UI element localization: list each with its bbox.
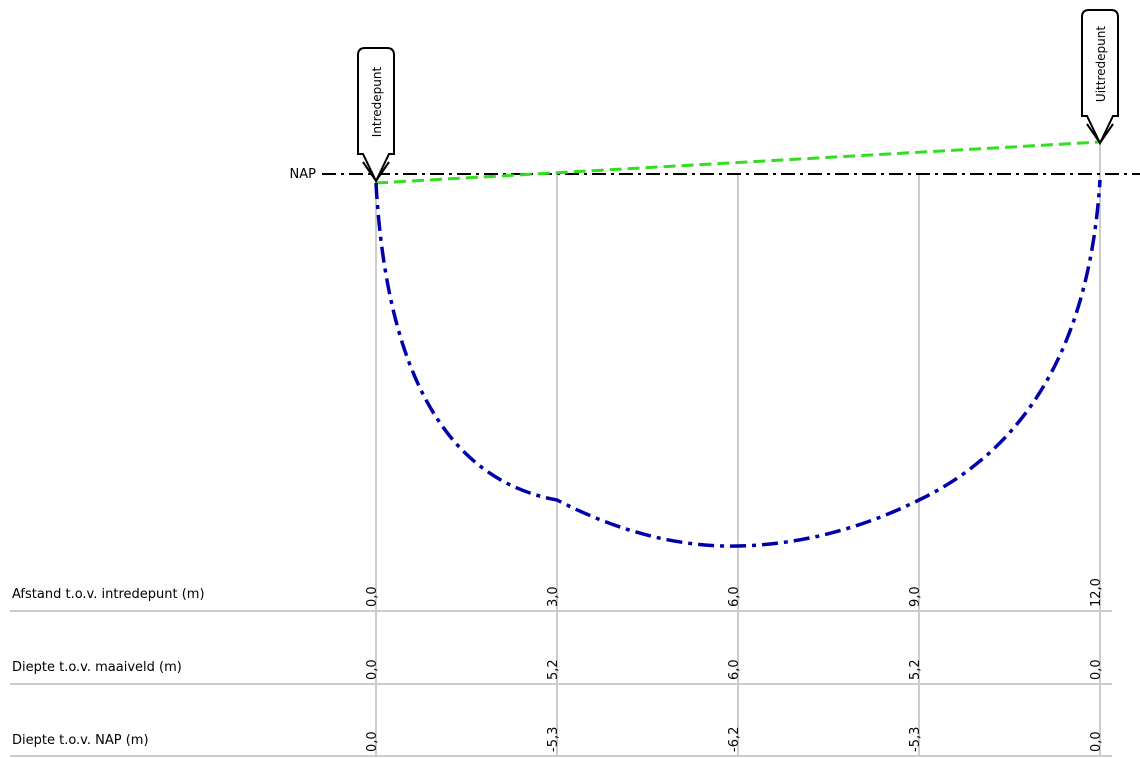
table-row-labels: Afstand t.o.v. intredepunt (m) Diepte t.… <box>12 587 205 748</box>
table-cell: 5,2 <box>546 659 561 680</box>
exit-marker-notch <box>1086 123 1114 145</box>
table-cell: 6,0 <box>727 659 742 680</box>
table-cell: -5,3 <box>546 727 561 752</box>
table-cell: 6,0 <box>727 586 742 607</box>
exit-marker-label: Uittredepunt <box>1094 26 1108 102</box>
table-cell: -5,3 <box>908 727 923 752</box>
table-separators <box>10 610 1112 757</box>
table-cell: 5,2 <box>908 659 923 680</box>
exit-marker-shape <box>1081 9 1119 146</box>
entry-marker-label: Intredepunt <box>370 66 384 137</box>
entry-marker-notch <box>362 161 390 183</box>
table-cell: 9,0 <box>908 586 923 607</box>
nap-label: NAP <box>290 167 317 182</box>
entry-marker: Intredepunt <box>357 47 395 184</box>
vertical-grid-lines <box>375 142 1101 757</box>
row-label-depth-surface: Diepte t.o.v. maaiveld (m) <box>12 660 182 675</box>
exit-marker: Uittredepunt <box>1081 9 1119 146</box>
entry-marker-shape <box>357 47 395 184</box>
table-cell: 0,0 <box>1089 659 1104 680</box>
table-cell: -6,2 <box>727 727 742 752</box>
row-label-distance: Afstand t.o.v. intredepunt (m) <box>12 587 205 602</box>
table-cell: 12,0 <box>1089 578 1104 607</box>
row-label-depth-nap: Diepte t.o.v. NAP (m) <box>12 733 149 748</box>
drill-path <box>374 179 1102 548</box>
table-cell: 3,0 <box>546 586 561 607</box>
table-cell: 0,0 <box>365 659 380 680</box>
surface-line <box>375 140 1101 185</box>
table-cell: 0,0 <box>1089 731 1104 752</box>
table-cell: 0,0 <box>365 731 380 752</box>
table-cell: 0,0 <box>365 586 380 607</box>
table-values: 0,0 3,0 6,0 9,0 12,0 0,0 5,2 6,0 5,2 0,0… <box>365 578 1104 752</box>
